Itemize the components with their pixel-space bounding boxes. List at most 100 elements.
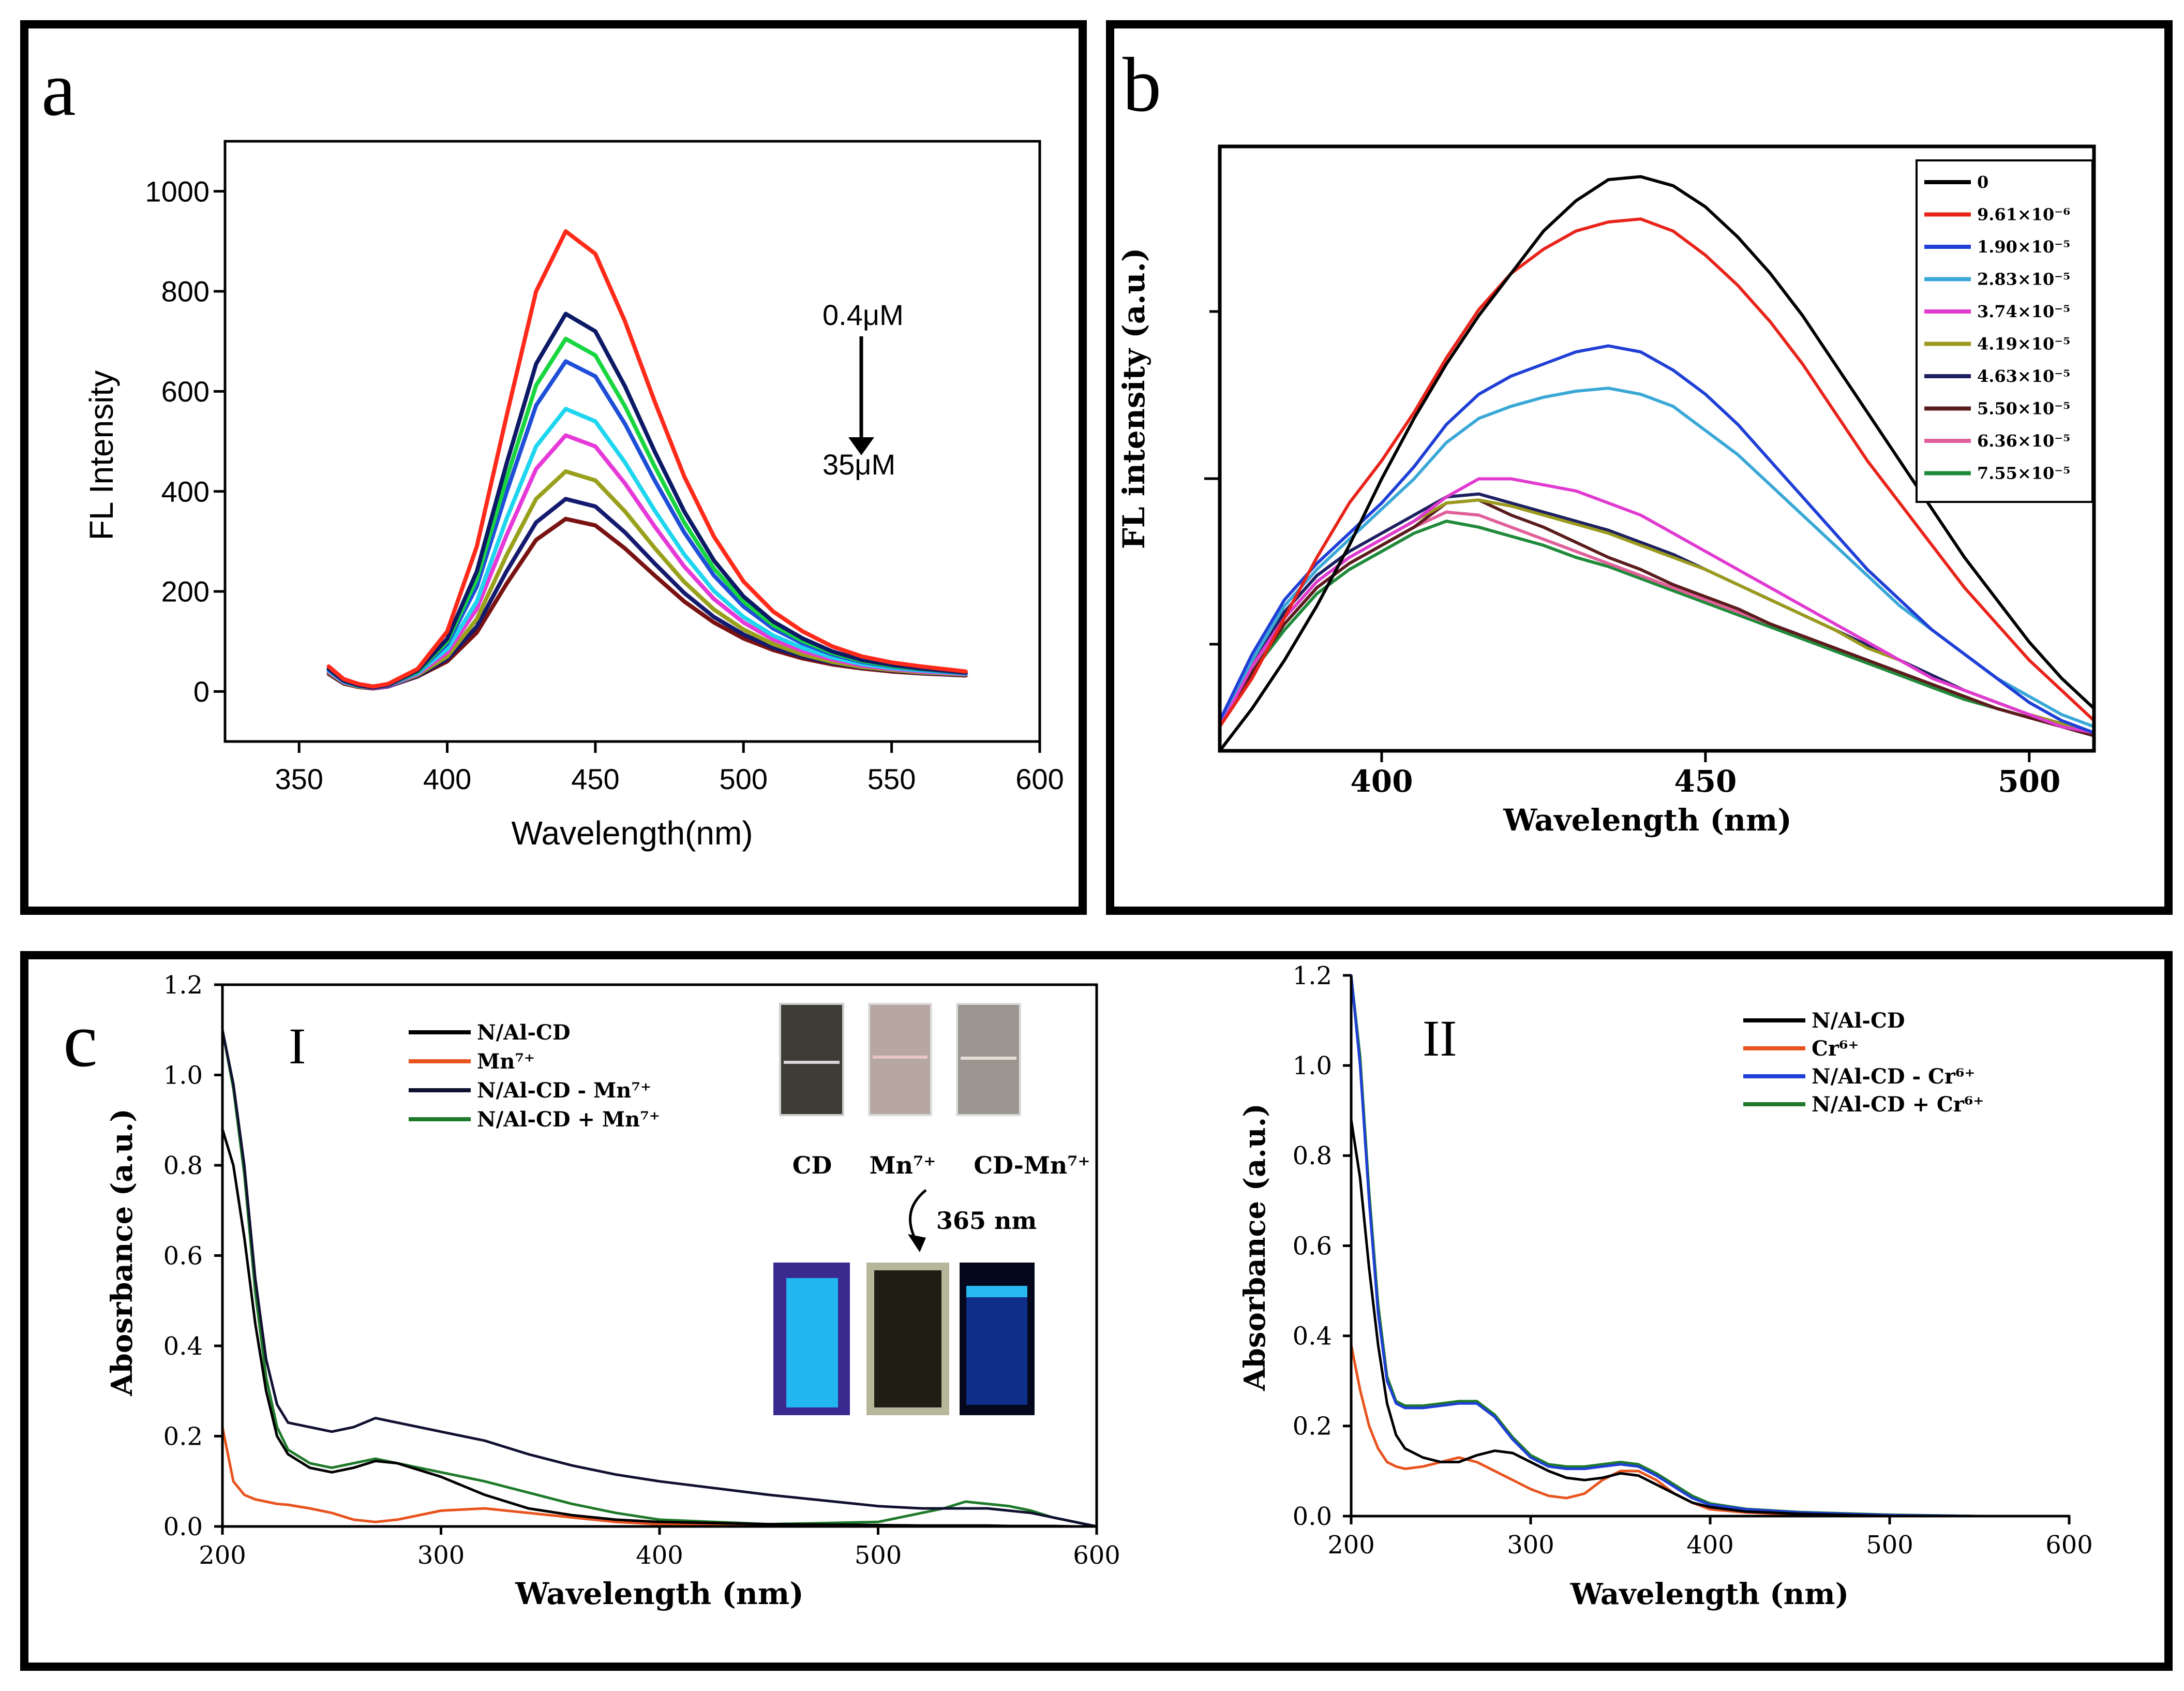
- chart-c-II-title: II: [1423, 1010, 1457, 1067]
- chart-b-legend-box: [1916, 159, 2093, 503]
- chart-c-II-x-tick-label: 300: [1507, 1531, 1554, 1560]
- chart-a-x-tick-label: 400: [423, 763, 471, 795]
- chart-b-series-10: [1218, 520, 2096, 737]
- vial-cdmn-uv-meniscus: [966, 1286, 1027, 1297]
- chart-c-I-y-tick-label: 1.2: [163, 971, 203, 1000]
- vial-cd-daylight: [779, 1003, 844, 1116]
- chart-a-annotation-top: 0.4μM: [822, 299, 904, 331]
- chart-c-II-y-tick-label: 0.0: [1293, 1502, 1332, 1531]
- inset-curved-arrow: [909, 1189, 927, 1243]
- chart-c-II-y-tick-label: 1.2: [1293, 961, 1332, 990]
- vial-cd-meniscus: [784, 1061, 840, 1064]
- chart-c-I-y-tick-label: 1.0: [163, 1061, 203, 1090]
- chart-a-y-tick-label: 400: [161, 475, 210, 508]
- chart-a-x-tick-label: 500: [720, 763, 768, 795]
- chart-a-x-tick-label: 550: [867, 763, 916, 795]
- chart-a: 350 400 450 500 550 600 0 200 400 600 800 1000 Wave…: [83, 140, 1064, 852]
- chart-c-I-y-tick-label: 0.6: [163, 1241, 203, 1270]
- chart-c-II-legend-label: N/Al-CD - Cr⁶⁺: [1812, 1064, 1976, 1089]
- chart-c-II-x-label: Wavelength (nm): [1570, 1577, 1849, 1611]
- chart-b-legend-label: 9.61×10⁻⁶: [1977, 205, 2070, 225]
- inset-label-cdmn: CD-Mn⁷⁺: [974, 1151, 1090, 1179]
- chart-b-series-2: [1218, 217, 2096, 729]
- chart-a-y-tick-label: 200: [161, 575, 210, 608]
- chart-b: 400 450 500 0 9.61×10⁻⁶ 1.90×10⁻⁵ 2.83×10⁻⁵ 3.…: [1116, 144, 2096, 838]
- chart-a-series-1: [326, 229, 968, 689]
- chart-c-I: 200 300 400 500 600 0.0 0.2 0.4 0.6 0.8 1.0 1.2 I N…: [105, 971, 1120, 1611]
- chart-b-y-label: FL intensity (a.u.): [1116, 248, 1151, 550]
- chart-c-I-x-tick-label: 400: [636, 1541, 683, 1570]
- chart-b-x-label: Wavelength (nm): [1503, 803, 1792, 838]
- chart-c-I-x-tick-label: 300: [417, 1541, 465, 1570]
- chart-c-II-x-tick-label: 200: [1327, 1531, 1375, 1560]
- chart-a-x-label: Wavelength(nm): [511, 814, 753, 852]
- panel-c-frame: [20, 951, 2173, 1671]
- inset-uv-label: 365 nm: [936, 1207, 1037, 1235]
- panel-a-letter: a: [41, 46, 76, 132]
- chart-c-II-legend-label: Cr⁶⁺: [1812, 1036, 1859, 1061]
- vial-mn-meniscus: [873, 1056, 928, 1059]
- chart-b-plot-frame: [1218, 144, 2096, 753]
- chart-c-II-y-tick-label: 0.2: [1293, 1412, 1332, 1441]
- vial-cdmn-meniscus: [961, 1057, 1016, 1060]
- chart-c-I-series-3: [221, 1028, 1098, 1528]
- panel-c-letter: c: [63, 997, 98, 1083]
- panel-a-frame: [20, 20, 1087, 915]
- chart-b-series-3: [1218, 344, 2096, 734]
- chart-c-II-y-label: Absorbance (a.u.): [1238, 1103, 1272, 1391]
- chart-c-I-y-tick-label: 0.4: [163, 1332, 203, 1361]
- chart-b-series-5: [1218, 477, 2096, 734]
- chart-c-I-legend-label: N/Al-CD: [477, 1020, 571, 1045]
- chart-c-I-legend-label: Mn⁷⁺: [477, 1049, 535, 1074]
- chart-b-x-tick-label: 500: [1998, 764, 2060, 799]
- chart-c-I-x-tick-label: 600: [1073, 1541, 1120, 1570]
- vial-mn-uv-inner: [874, 1270, 941, 1407]
- chart-a-x-tick-label: 600: [1015, 763, 1064, 795]
- chart-c-I-x-tick-label: 500: [855, 1541, 902, 1570]
- chart-a-y-tick-label: 600: [161, 375, 210, 408]
- chart-a-annotation-arrowhead: [848, 437, 874, 455]
- panel-b-letter: b: [1123, 42, 1161, 128]
- chart-c-II-legend-label: N/Al-CD + Cr⁶⁺: [1812, 1092, 1984, 1117]
- chart-c-II-legend-label: N/Al-CD: [1812, 1008, 1905, 1033]
- chart-a-x-tick-label: 350: [275, 763, 323, 795]
- vial-cd-uv-glow: [786, 1278, 838, 1407]
- chart-c-II-y-tick-label: 0.6: [1293, 1232, 1332, 1260]
- vial-cdmn-uv-glow: [966, 1286, 1027, 1405]
- vial-mn-daylight: [868, 1003, 932, 1116]
- chart-c-I-y-tick-label: 0.8: [163, 1151, 203, 1180]
- chart-c-II-series-2: [1350, 1343, 2071, 1518]
- chart-b-legend-label: 0: [1977, 172, 1988, 192]
- chart-b-legend-label: 4.63×10⁻⁵: [1977, 366, 2070, 386]
- chart-b-series-8: [1218, 498, 2096, 737]
- inset-label-mn: Mn⁷⁺: [870, 1151, 936, 1179]
- chart-a-y-tick-label: 0: [193, 675, 210, 708]
- chart-c-II-y-tick-label: 0.4: [1293, 1322, 1332, 1351]
- chart-b-legend-label: 3.74×10⁻⁵: [1977, 302, 2070, 321]
- chart-b-legend-label: 6.36×10⁻⁵: [1977, 431, 2070, 451]
- chart-c-II-x-tick-label: 500: [1866, 1531, 1913, 1560]
- chart-c-I-y-tick-label: 0.2: [163, 1422, 203, 1451]
- chart-c-I-legend-label: N/Al-CD - Mn⁷⁺: [477, 1078, 651, 1103]
- panel-b-frame: [1106, 20, 2173, 915]
- inset-label-cd: CD: [792, 1151, 832, 1179]
- chart-c-I-y-tick-label: 0.0: [163, 1512, 203, 1541]
- chart-c-II-series-3: [1350, 974, 2071, 1518]
- chart-c-I-series-4: [221, 1028, 1098, 1528]
- chart-a-annotation-bottom: 35μM: [822, 448, 895, 481]
- chart-b-legend-label: 5.50×10⁻⁵: [1977, 399, 2070, 419]
- chart-c-II-x-tick-label: 600: [2045, 1531, 2093, 1560]
- chart-b-x-tick-label: 450: [1674, 764, 1737, 799]
- chart-c-II-y-tick-label: 0.8: [1293, 1141, 1332, 1170]
- chart-a-x-tick-label: 450: [571, 763, 619, 795]
- inset-curved-arrowhead: [908, 1234, 926, 1252]
- chart-c-II-x-tick-label: 400: [1686, 1531, 1734, 1560]
- chart-c-II-y-tick-label: 1.0: [1293, 1051, 1332, 1080]
- chart-c-I-x-tick-label: 200: [199, 1541, 246, 1570]
- chart-c-I-inset: CD Mn⁷⁺ CD-Mn⁷⁺ 365 nm: [773, 1003, 1090, 1415]
- chart-a-y-label: FL Intensity: [83, 370, 120, 540]
- chart-c-II-series-1: [1350, 1118, 2071, 1518]
- chart-b-legend-label: 7.55×10⁻⁵: [1977, 464, 2070, 483]
